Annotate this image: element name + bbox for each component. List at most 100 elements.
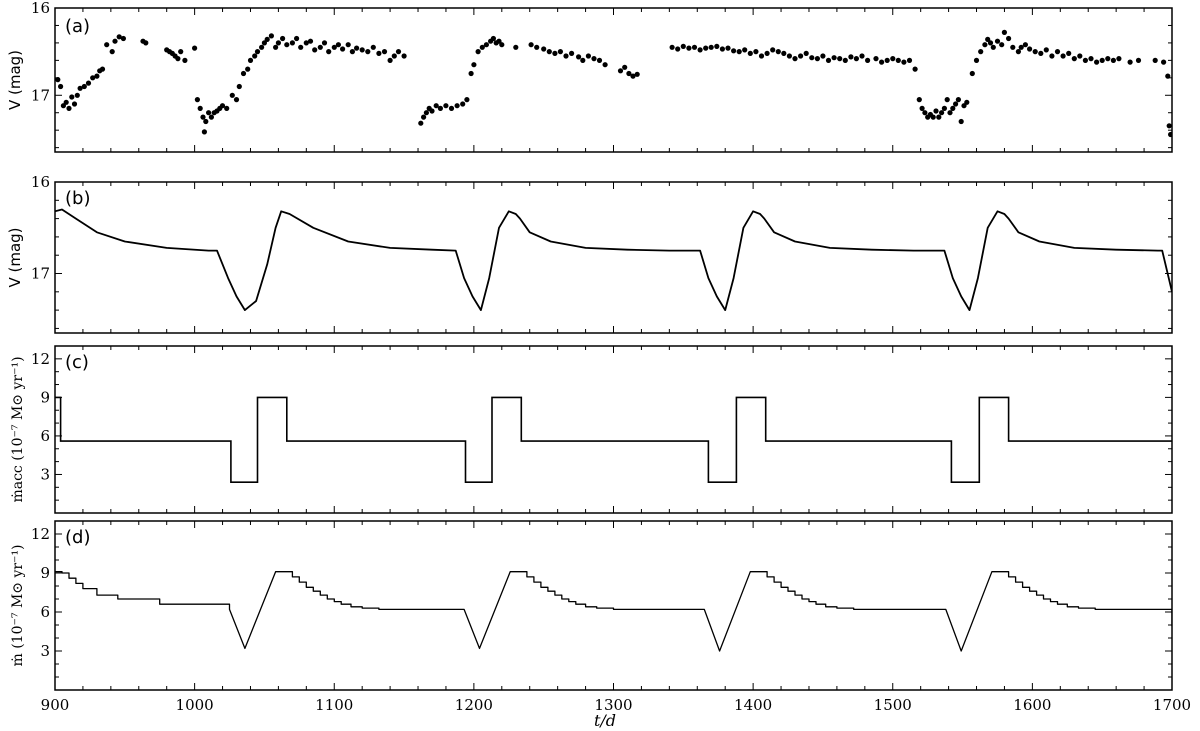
data-point — [200, 114, 206, 120]
data-point — [58, 83, 64, 90]
plot-frame — [54, 520, 1173, 691]
data-point — [1110, 57, 1116, 64]
data-point — [622, 64, 628, 70]
plot-frame — [54, 181, 1173, 334]
data-point — [112, 38, 118, 44]
data-point — [464, 97, 470, 103]
data-point — [254, 49, 261, 55]
data-point — [252, 53, 258, 59]
y-tick-label: 9 — [40, 388, 50, 406]
data-point — [814, 56, 821, 62]
y-axis-label: V (mag) — [6, 227, 24, 287]
data-point — [939, 110, 945, 116]
data-point — [259, 44, 265, 50]
data-point — [596, 57, 603, 64]
data-point — [994, 38, 1001, 44]
panel-d: 3 6 9 12 (d) ṁ (10⁻⁷ M⊙ yr⁻¹) — [10, 520, 1173, 691]
data-point — [247, 57, 254, 64]
data-point — [941, 105, 948, 111]
series-line — [55, 208, 1172, 311]
data-point — [736, 49, 742, 55]
data-point — [576, 54, 582, 60]
data-point — [919, 105, 925, 111]
data-point — [747, 50, 753, 57]
data-point — [798, 53, 804, 59]
data-point — [321, 40, 328, 46]
series — [55, 571, 1172, 652]
data-point — [460, 101, 466, 107]
data-point — [1054, 49, 1061, 55]
panel-b: 16 17 (b) V (mag) — [6, 173, 1173, 334]
x-tick-label: 1500 — [874, 696, 912, 714]
data-point — [418, 120, 424, 126]
y-axis-label: ṁacc (10⁻⁷ M⊙ yr⁻¹) — [10, 356, 26, 502]
data-point — [890, 56, 896, 62]
data-point — [552, 50, 558, 57]
data-point — [792, 56, 798, 62]
data-point — [182, 57, 188, 64]
data-point — [192, 45, 198, 51]
x-tick-label: 1400 — [734, 696, 772, 714]
x-tick-label: 1600 — [1013, 696, 1051, 714]
data-point — [71, 101, 78, 107]
y-tick-label: 3 — [40, 642, 50, 660]
data-point — [365, 49, 371, 55]
data-point — [1094, 59, 1100, 65]
data-point — [1161, 59, 1167, 65]
data-point — [1168, 131, 1172, 138]
data-point — [468, 70, 474, 77]
panel-label: (b) — [65, 188, 90, 209]
data-point — [853, 56, 860, 62]
data-point — [475, 49, 481, 55]
data-point — [770, 47, 776, 53]
data-point — [859, 53, 865, 59]
data-point — [982, 42, 988, 48]
data-point — [873, 56, 879, 62]
data-point — [143, 40, 149, 46]
data-point — [630, 73, 636, 79]
panel-label: (a) — [65, 16, 90, 37]
data-point — [848, 54, 854, 60]
plot-frame — [54, 345, 1173, 514]
data-point — [1049, 53, 1055, 59]
data-point — [969, 70, 975, 77]
data-point — [175, 56, 181, 62]
series-line — [55, 396, 1172, 483]
data-point — [990, 44, 996, 50]
data-point — [496, 38, 502, 44]
data-point — [307, 38, 314, 44]
data-point — [546, 49, 552, 55]
data-point — [90, 75, 96, 81]
data-point — [528, 42, 534, 48]
data-point — [541, 46, 547, 52]
data-point — [936, 114, 942, 120]
data-point — [1015, 49, 1022, 55]
data-point — [916, 97, 922, 103]
data-point — [1038, 50, 1044, 57]
data-point — [809, 55, 815, 61]
data-point — [758, 53, 765, 59]
data-point — [1077, 53, 1083, 59]
data-point — [370, 44, 376, 50]
data-point — [335, 42, 341, 48]
data-point — [703, 45, 709, 51]
data-point — [569, 50, 575, 57]
data-point — [197, 105, 203, 111]
data-point — [591, 56, 597, 62]
data-point — [201, 129, 207, 135]
data-point — [224, 105, 230, 111]
data-point — [901, 59, 907, 65]
y-tick-label: 12 — [31, 525, 50, 543]
x-tick-label: 1700 — [1153, 696, 1191, 714]
data-point — [781, 50, 787, 57]
y-axis-label: ṁ (10⁻⁷ M⊙ yr⁻¹) — [10, 544, 26, 666]
data-point — [273, 44, 279, 50]
data-point — [303, 40, 309, 46]
data-point — [742, 47, 748, 53]
data-point — [261, 40, 267, 46]
data-point — [912, 66, 918, 72]
x-axis-label: t/d — [594, 711, 616, 730]
data-point — [1006, 35, 1012, 42]
data-point — [1166, 123, 1172, 129]
